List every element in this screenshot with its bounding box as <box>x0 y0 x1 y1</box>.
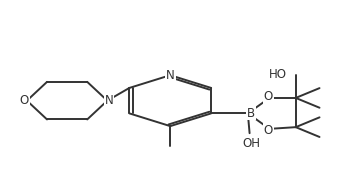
Text: O: O <box>264 124 273 137</box>
Text: N: N <box>166 69 175 82</box>
Text: HO: HO <box>269 68 286 81</box>
Text: OH: OH <box>242 137 260 150</box>
Text: O: O <box>20 94 29 107</box>
Text: N: N <box>105 94 113 107</box>
Text: O: O <box>264 90 273 103</box>
Text: B: B <box>247 107 256 120</box>
